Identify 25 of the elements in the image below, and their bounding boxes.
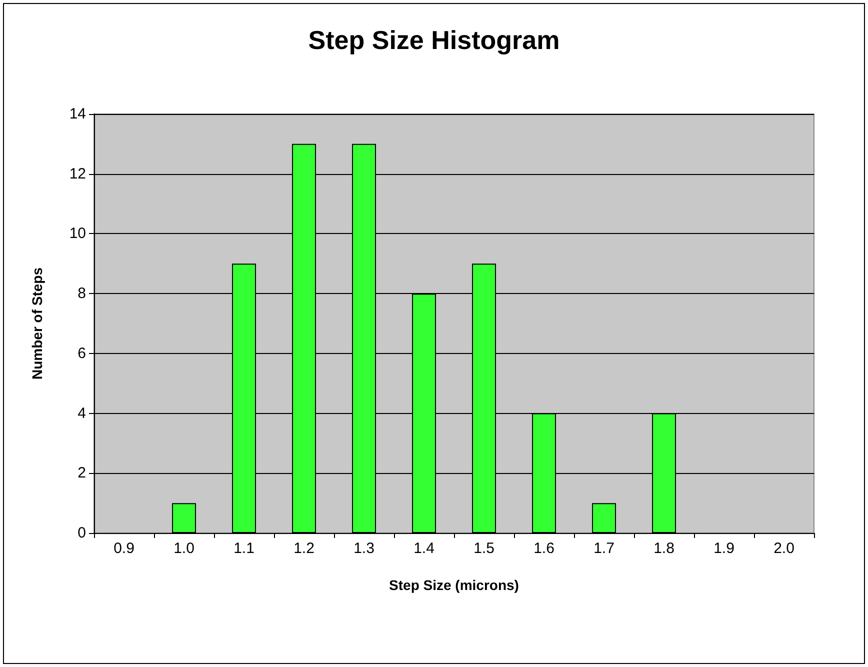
x-tick-label: 1.2: [294, 540, 314, 557]
x-tick-label: 1.4: [414, 540, 434, 557]
y-tick-label: 4: [78, 404, 86, 422]
x-tick-label: 1.9: [714, 540, 734, 557]
x-tick-label: 1.1: [234, 540, 254, 557]
x-tick-label: 1.8: [654, 540, 674, 557]
y-tick-label: 10: [69, 225, 86, 242]
y-tick-label: 2: [78, 464, 86, 482]
chart-title: Step Size Histogram: [308, 25, 560, 55]
x-axis-title: Step Size (microns): [389, 577, 519, 593]
y-axis-title: Number of Steps: [29, 267, 45, 380]
x-tick-label: 1.3: [354, 540, 374, 557]
y-tick-label: 0: [78, 524, 86, 542]
x-tick-label: 1.0: [174, 540, 194, 557]
x-tick-label: 1.5: [474, 540, 494, 557]
y-tick-label: 8: [78, 285, 86, 302]
bar: [172, 503, 196, 533]
x-tick-label: 0.9: [114, 540, 134, 557]
x-tick-label: 2.0: [774, 540, 794, 557]
x-tick-label: 1.6: [534, 540, 554, 557]
bar: [592, 503, 616, 533]
y-tick-label: 12: [69, 165, 86, 182]
x-tick-label: 1.7: [594, 540, 614, 557]
y-tick-label: 14: [69, 106, 86, 122]
y-tick-label: 6: [78, 344, 86, 362]
